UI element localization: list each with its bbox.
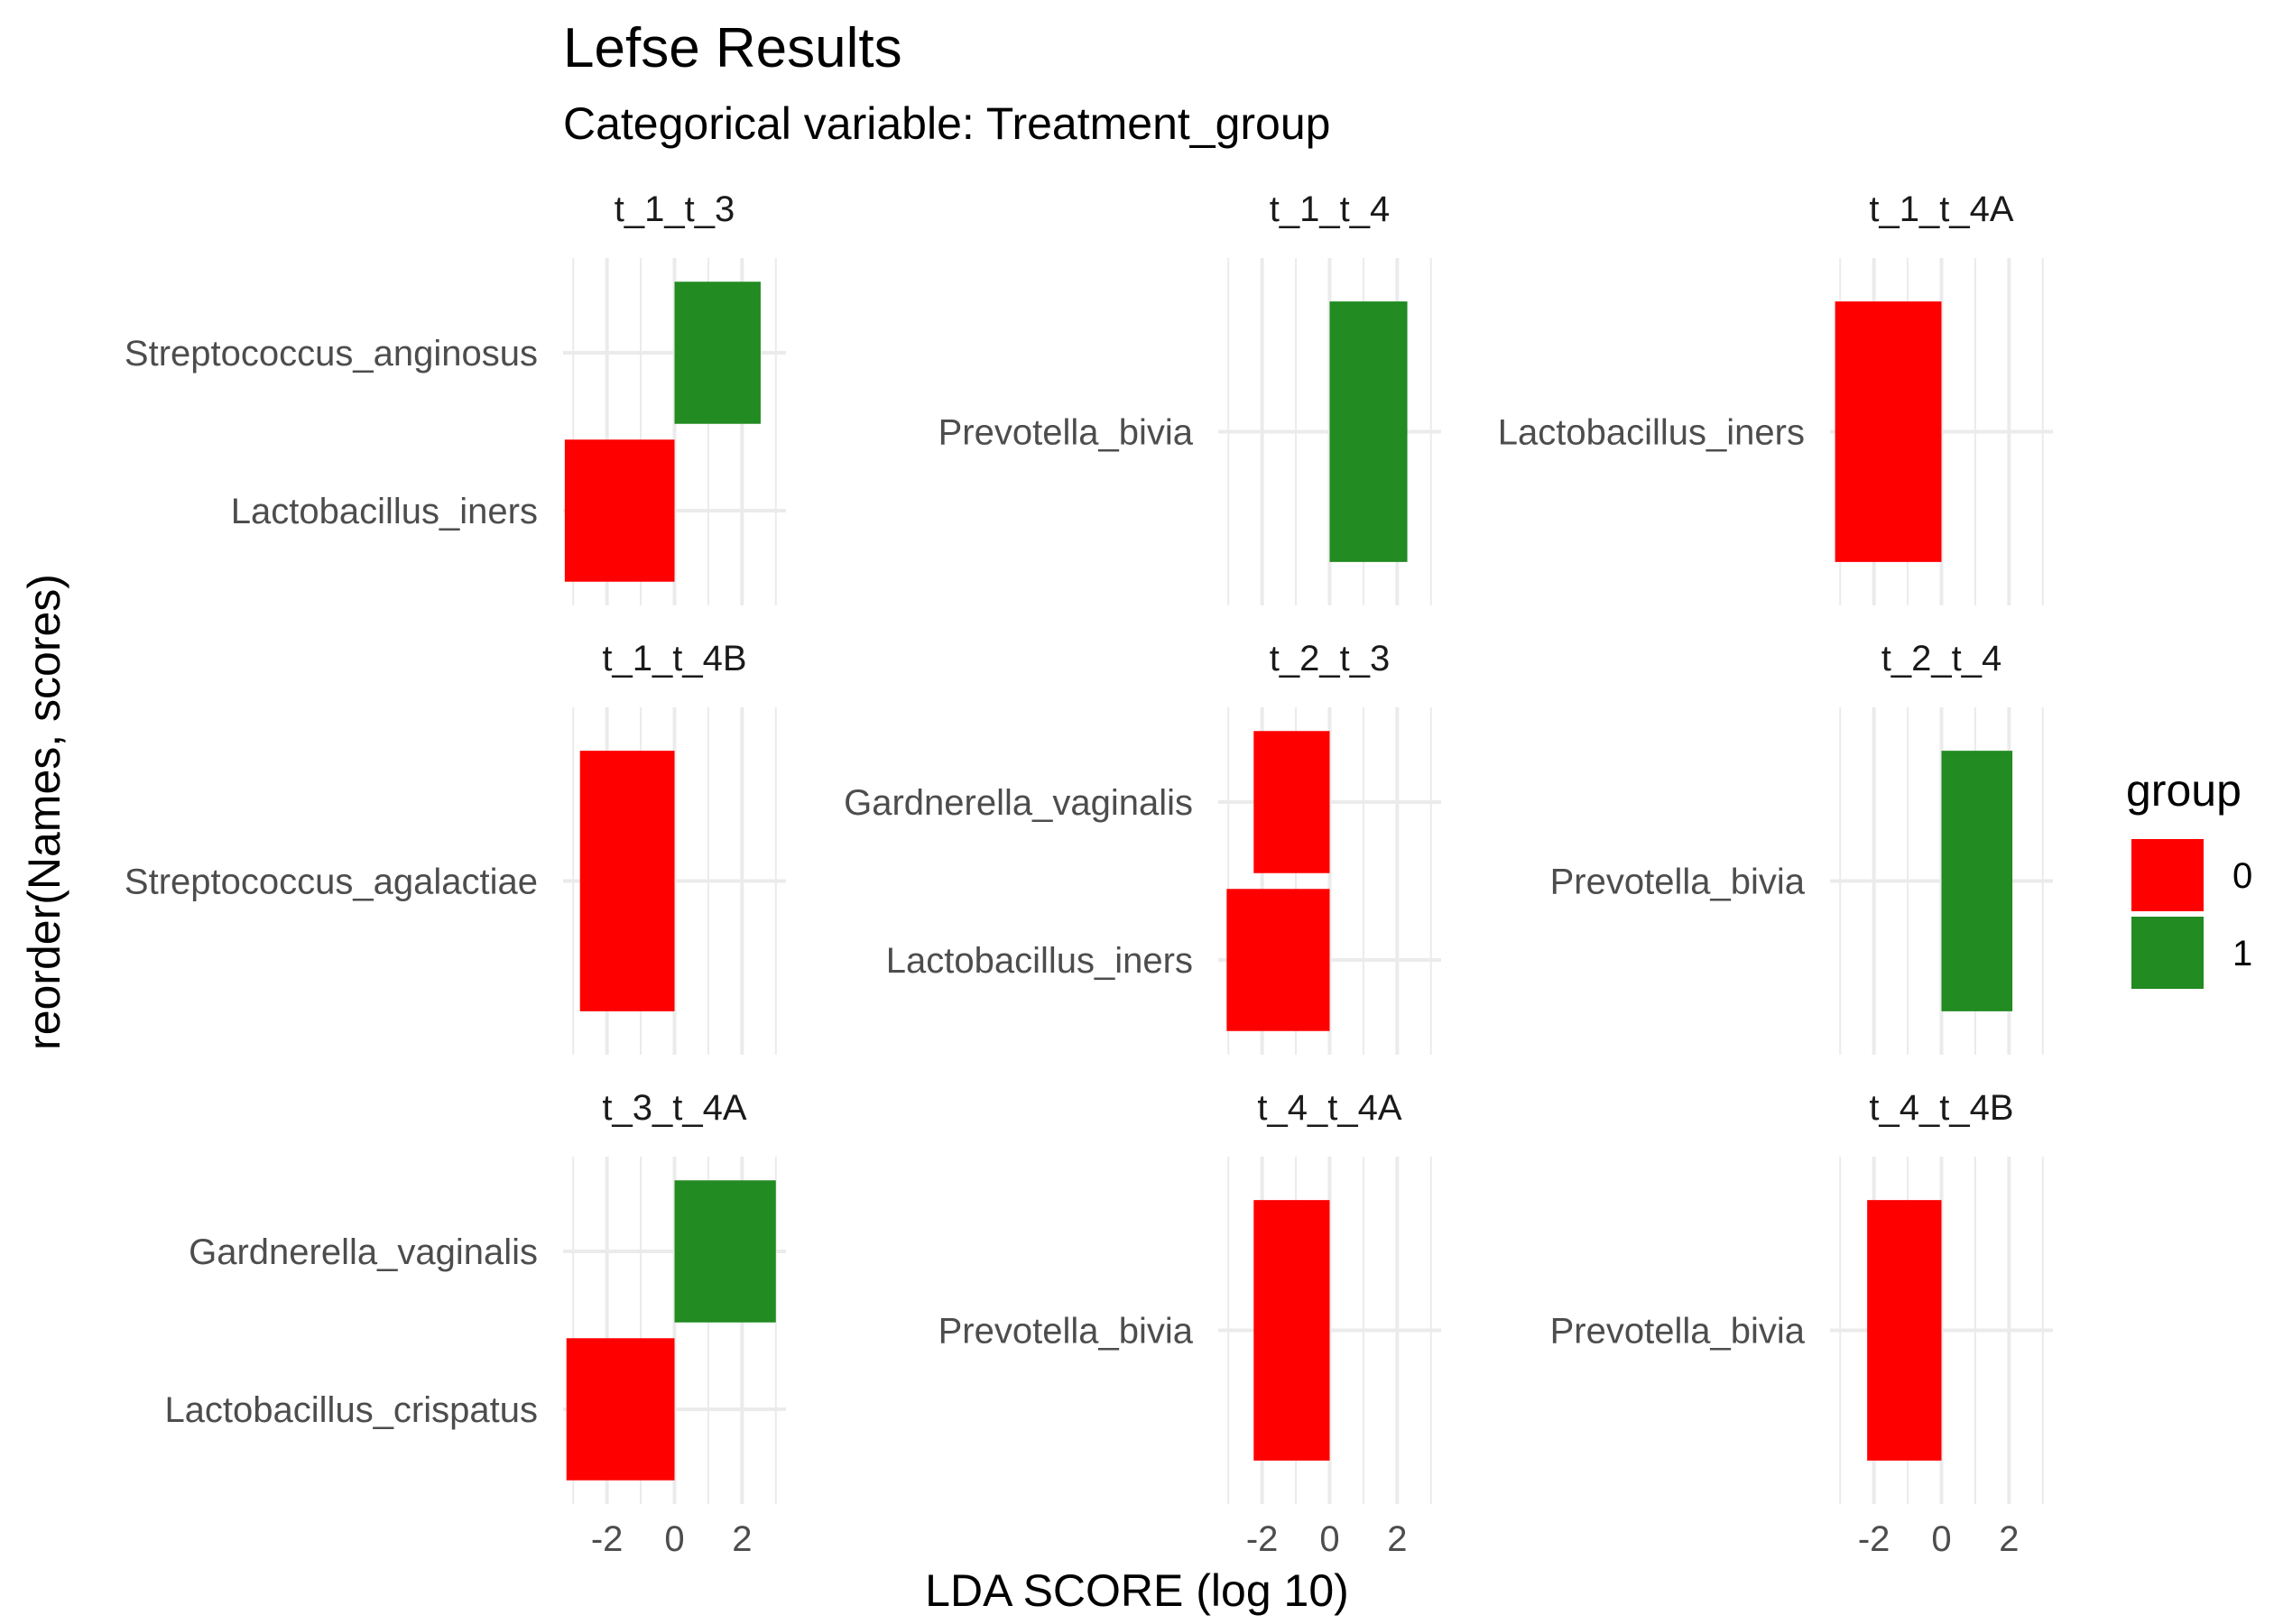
category-label: Lactobacillus_iners: [886, 941, 1193, 981]
x-tick-label: 0: [1319, 1519, 1339, 1559]
chart-title: Lefse Results: [563, 17, 902, 79]
x-axis-label: LDA SCORE (log 10): [925, 1565, 1349, 1616]
category-label: Lactobacillus_iners: [1498, 413, 1805, 453]
category-label: Lactobacillus_crispatus: [164, 1390, 538, 1430]
facet-title: t_4_t_4A: [1257, 1088, 1401, 1128]
bar-lactobacillus-crispatus: [566, 1338, 675, 1481]
category-label: Prevotella_bivia: [938, 413, 1194, 453]
x-tick-label: 0: [664, 1519, 684, 1559]
x-tick-label: -2: [1246, 1519, 1279, 1559]
legend-label-0: 0: [2232, 856, 2252, 896]
facet-title: t_2_t_4: [1881, 639, 2001, 678]
chart-subtitle: Categorical variable: Treatment_group: [563, 98, 1331, 149]
facet-title: t_2_t_3: [1270, 639, 1390, 678]
category-label: Prevotella_bivia: [938, 1312, 1194, 1352]
legend-swatch-1: [2131, 917, 2204, 989]
facet-title: t_1_t_3: [615, 189, 735, 229]
x-tick-label: -2: [591, 1519, 624, 1559]
bar-lactobacillus-iners: [1226, 889, 1330, 1031]
legend-swatch-0: [2131, 839, 2204, 911]
bar-gardnerella-vaginalis: [674, 1180, 776, 1323]
legend-label-1: 1: [2232, 934, 2252, 973]
facet-title: t_1_t_4B: [602, 639, 746, 678]
category-label: Prevotella_bivia: [1550, 1312, 1806, 1352]
bar-prevotella-bivia: [1941, 751, 2013, 1011]
bar-streptococcus-agalactiae: [579, 751, 675, 1011]
bar-prevotella-bivia: [1329, 301, 1408, 562]
category-label: Streptococcus_agalactiae: [125, 863, 538, 902]
legend-title: group: [2126, 765, 2242, 816]
category-label: Streptococcus_anginosus: [125, 334, 538, 374]
x-tick-label: 2: [732, 1519, 752, 1559]
bar-lactobacillus-iners: [1835, 301, 1942, 562]
bar-streptococcus-anginosus: [674, 281, 761, 424]
category-label: Lactobacillus_iners: [231, 492, 538, 531]
facet-title: t_1_t_4A: [1869, 189, 2013, 229]
x-tick-label: 0: [1931, 1519, 1951, 1559]
facet-title: t_1_t_4: [1270, 189, 1390, 229]
category-label: Gardnerella_vaginalis: [189, 1232, 538, 1272]
facet-title: t_3_t_4A: [602, 1088, 746, 1128]
bar-prevotella-bivia: [1867, 1200, 1942, 1461]
facet-title: t_4_t_4B: [1869, 1088, 2013, 1128]
bar-gardnerella-vaginalis: [1253, 731, 1330, 873]
category-label: Prevotella_bivia: [1550, 863, 1806, 902]
x-tick-label: 2: [1387, 1519, 1407, 1559]
bar-prevotella-bivia: [1253, 1200, 1330, 1461]
bar-lactobacillus-iners: [564, 439, 675, 582]
category-label: Gardnerella_vaginalis: [844, 783, 1193, 823]
x-tick-label: 2: [1999, 1519, 2019, 1559]
x-tick-label: -2: [1858, 1519, 1890, 1559]
